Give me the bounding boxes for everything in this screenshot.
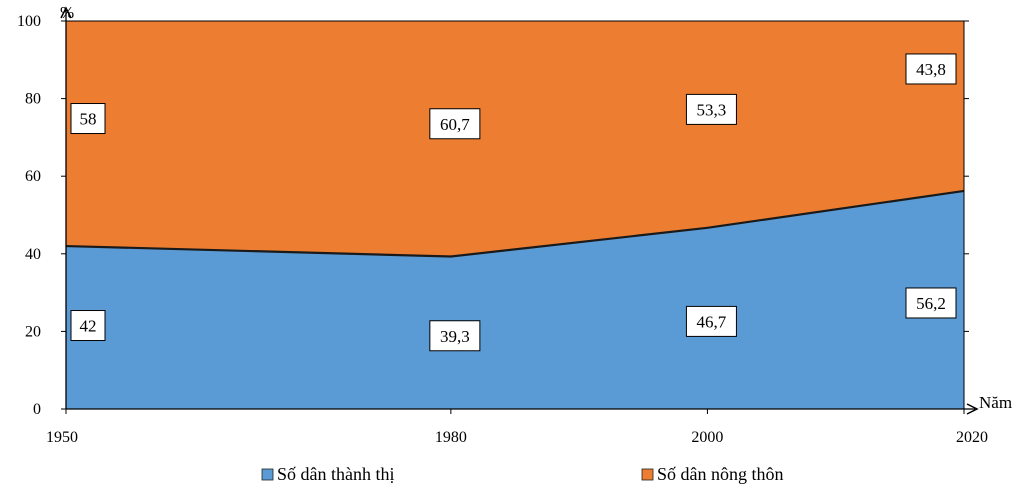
data-label-nong-thon: 60,7 [429,108,481,140]
area-layer [66,21,964,409]
data-label-thanh-thi-box [905,287,957,319]
axes [60,6,979,415]
y-tick-label: 40 [25,246,41,263]
x-tick-label: 2000 [691,429,723,446]
x-tick-label: 1950 [46,429,78,446]
x-axis-arrow [966,403,979,415]
x-axis-title: Năm [979,393,1012,412]
y-tick-label: 80 [25,91,41,108]
legend-label: Số dân nông thôn [657,464,784,484]
data-label-thanh-thi: 39,3 [429,320,481,352]
legend-swatch [641,468,654,481]
data-label-thanh-thi: 46,7 [685,305,737,337]
data-label-nong-thon-box [685,93,737,125]
data-label-thanh-thi-text: 56,2 [916,294,946,313]
data-label-thanh-thi-text: 46,7 [697,312,727,331]
data-label-nong-thon-text: 58 [80,110,97,129]
data-label-thanh-thi: 42 [70,310,106,342]
data-label-thanh-thi-text: 39,3 [440,327,470,346]
data-labels: 42 39,3 46,7 56,2 58 60,7 53,3 43,8 [70,53,957,352]
data-label-nong-thon-text: 60,7 [440,115,470,134]
data-label-nong-thon: 53,3 [685,93,737,125]
data-label-thanh-thi-box [429,320,481,352]
data-label-thanh-thi-box [685,305,737,337]
y-axis-arrow [60,6,72,19]
x-tick-label: 2020 [956,429,988,446]
area-series-nong-thon [66,21,964,257]
x-tick-labels: 1950 1980 2000 2020 [46,409,988,446]
data-label-nong-thon-box [905,53,957,85]
data-label-nong-thon-box [429,108,481,140]
boundary-layer [65,189,965,258]
x-tick-label: 1980 [435,429,467,446]
y-axis-title: % [60,3,74,22]
y-tick-label: 100 [17,13,41,30]
y-tick-label: 0 [33,401,41,418]
y-tick-label: 60 [25,168,41,185]
y-tick-labels: 0 20 40 60 80 100 [17,13,969,418]
data-label-nong-thon: 43,8 [905,53,957,85]
data-label-nong-thon-text: 53,3 [697,100,727,119]
data-label-nong-thon-box [70,103,106,135]
data-label-nong-thon-text: 43,8 [916,60,946,79]
legend-label: Số dân thành thị [277,464,395,484]
legend-swatch [261,468,274,481]
data-label-nong-thon: 58 [70,103,106,135]
series-boundary-line [65,189,965,258]
data-label-thanh-thi-text: 42 [80,317,97,336]
y-tick-label: 20 [25,323,41,340]
area-series-thanh-thi [66,190,964,409]
legend: Số dân thành thị Số dân nông thôn [261,464,784,484]
data-label-thanh-thi: 56,2 [905,287,957,319]
data-label-thanh-thi-box [70,310,106,342]
